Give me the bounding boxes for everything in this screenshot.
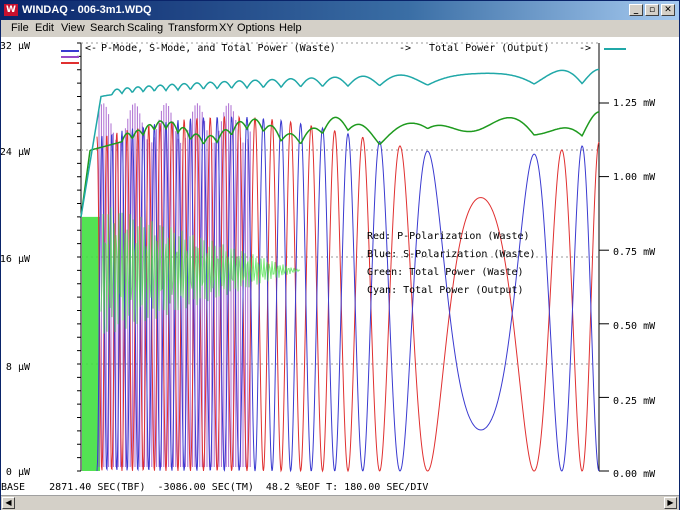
header-arrow-right: ->	[579, 43, 591, 54]
title-bar[interactable]: W WINDAQ - 006-3m1.WDQ _ ▫ ✕	[1, 1, 679, 20]
menu-options[interactable]: Options	[237, 22, 275, 34]
scroll-left-button[interactable]: ◀	[2, 497, 15, 509]
waste-green-fill	[82, 216, 100, 471]
menu-help[interactable]: Help	[279, 22, 302, 34]
waveform-graph[interactable]: 32 µW 24 µW 16 µW 8 µW 0 µW 1.25 mW 1.00…	[0, 37, 679, 481]
cyan-total-power-output	[80, 68, 600, 218]
windaq-app-icon[interactable]: W	[4, 4, 18, 16]
plot-svg[interactable]: 32 µW 24 µW 16 µW 8 µW 0 µW 1.25 mW 1.00…	[0, 37, 679, 481]
right-axis-tick-0-75: 0.75 mW	[613, 247, 656, 258]
window-title: WINDAQ - 006-3m1.WDQ	[22, 4, 152, 16]
menu-transform[interactable]: Transform	[168, 22, 218, 34]
menu-bar: File Edit View Search Scaling Transform …	[1, 20, 679, 37]
menu-file[interactable]: File	[11, 22, 29, 34]
blue-s-polarization-wave	[96, 116, 600, 473]
grid-lines	[77, 42, 609, 472]
header-arrow-mid: ->	[399, 43, 411, 54]
left-axis-tick-32: 32 µW	[1, 41, 31, 52]
legend-red: Red: P-Polarization (Waste)	[367, 231, 530, 242]
light-green-noise	[100, 207, 301, 334]
right-axis-tick-0-50: 0.50 mW	[613, 321, 656, 332]
right-axis-tick-0-00: 0.00 mW	[613, 469, 656, 480]
right-axis-tick-1-00: 1.00 mW	[613, 172, 656, 183]
close-button[interactable]: ✕	[661, 4, 675, 16]
right-axis-tick-0-25: 0.25 mW	[613, 396, 656, 407]
menu-view[interactable]: View	[61, 22, 85, 34]
legend-green: Green: Total Power (Waste)	[367, 267, 524, 278]
header-left-label: P-Mode, S-Mode, and Total Power (Waste)	[101, 43, 336, 54]
horizontal-scrollbar[interactable]: ◀ ▶	[1, 495, 679, 510]
status-bar: BASE 2871.40 SEC(TBF) -3086.00 SEC(TM) 4…	[1, 481, 679, 495]
menu-xy[interactable]: XY	[219, 22, 234, 34]
menu-search[interactable]: Search	[90, 22, 125, 34]
header-right-label: Total Power (Output)	[429, 43, 549, 54]
scroll-right-button[interactable]: ▶	[664, 497, 677, 509]
left-axis-tick-24: 24 µW	[1, 147, 31, 158]
red-p-polarization-wave	[96, 115, 600, 473]
menu-edit[interactable]: Edit	[35, 22, 54, 34]
right-axis-tick-1-25: 1.25 mW	[613, 98, 656, 109]
restore-button[interactable]: ▫	[645, 4, 659, 16]
channel-selector[interactable]	[61, 50, 79, 64]
menu-scaling[interactable]: Scaling	[127, 22, 164, 34]
left-axis-tick-16: 16 µW	[1, 254, 31, 265]
legend-blue: Blue: S-Polarization (Waste)	[367, 249, 536, 260]
legend-cyan: Cyan: Total Power (Output)	[367, 285, 524, 296]
header-arrow-left: <-	[85, 43, 97, 54]
green-total-power-waste	[80, 111, 600, 218]
waveforms	[80, 68, 600, 473]
left-axis-tick-8: 8 µW	[6, 362, 31, 373]
minimize-button[interactable]: _	[629, 4, 643, 16]
left-axis-tick-0: 0 µW	[6, 467, 31, 478]
